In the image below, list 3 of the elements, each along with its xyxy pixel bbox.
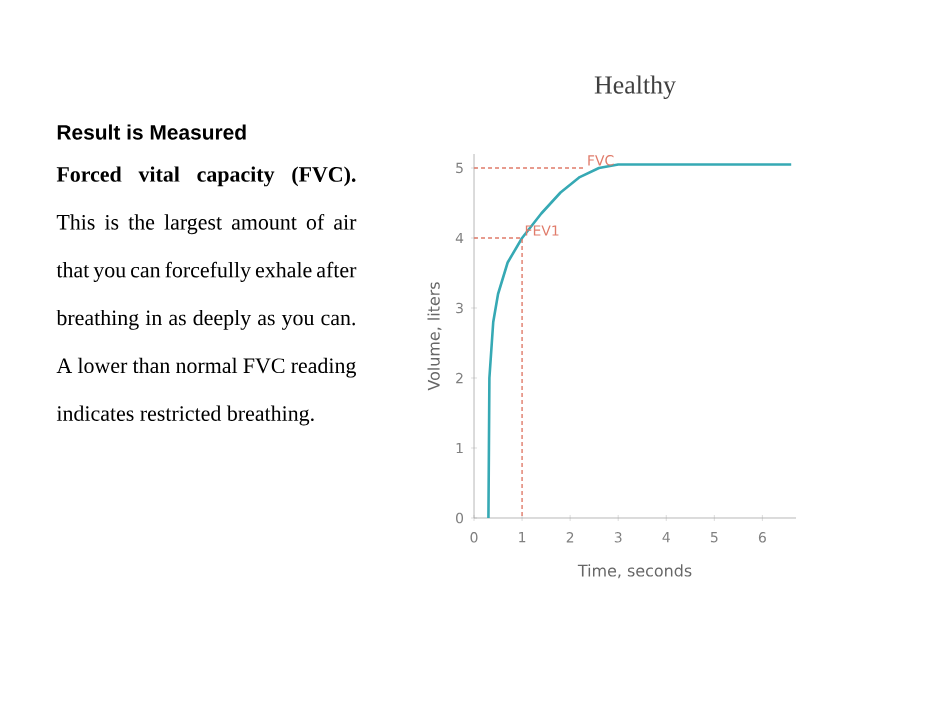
text: Forced vital capacity (FVC). This is the largest amount of air that you can forcefully exhale after breathing in as deeply as you can. A lower than normal FVC reading indicates restricted breathing.	[56, 166, 357, 426]
text: Result is Measured	[57, 124, 246, 140]
chart-title: Healthy	[594, 75, 676, 100]
